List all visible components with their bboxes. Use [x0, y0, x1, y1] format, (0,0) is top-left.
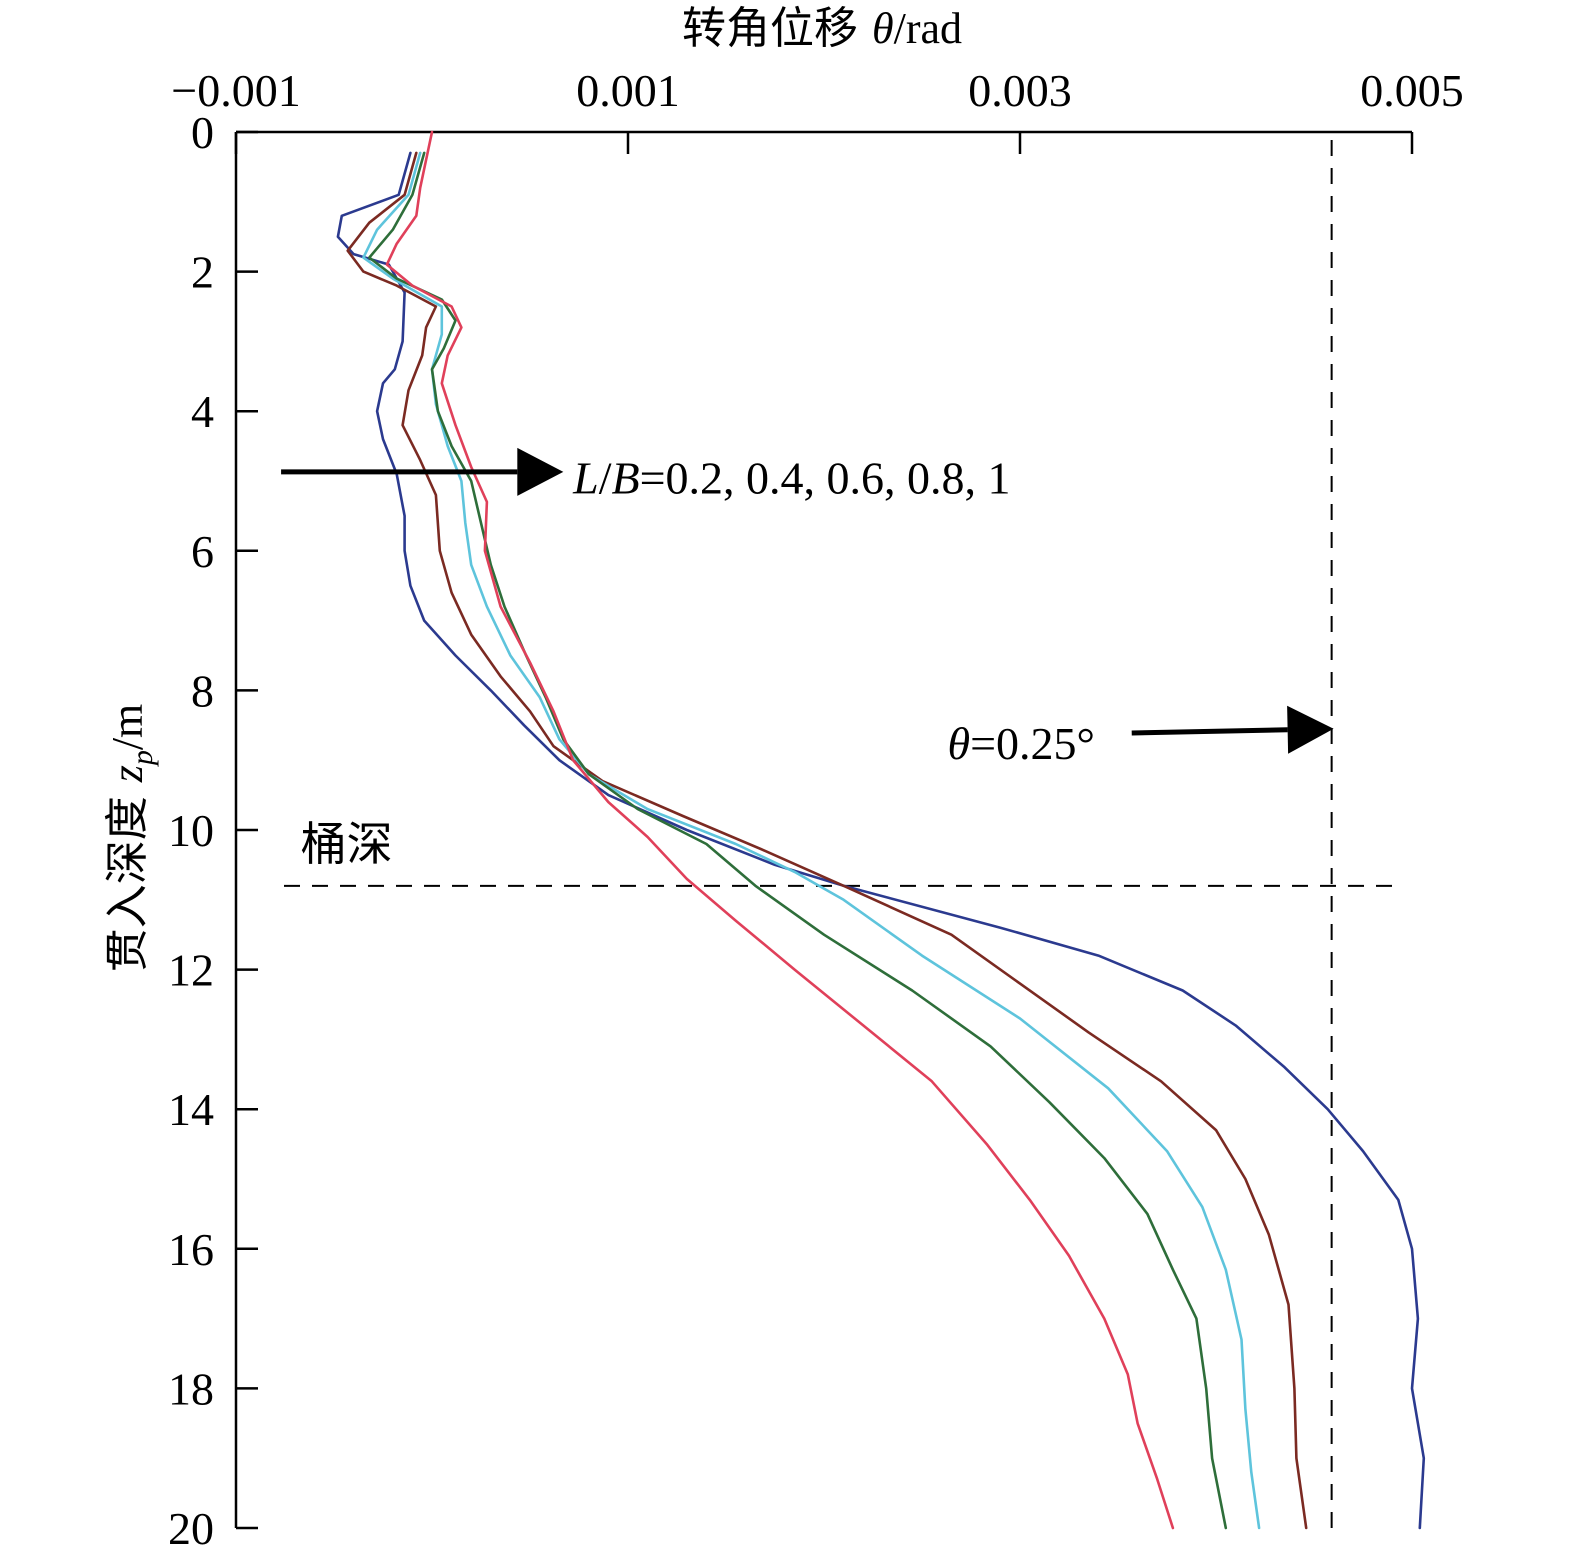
x-axis-title: 转角位移 θ/rad	[682, 3, 962, 54]
y-tick-label: 14	[168, 1084, 214, 1135]
series-line-5	[385, 130, 1175, 1530]
y-axis-title: 贯入深度 zp/m	[102, 704, 159, 973]
x-tick-label: 0.003	[968, 65, 1072, 116]
theta-annotation: θ=0.25°	[947, 705, 1334, 769]
y-tick-label: 4	[191, 386, 214, 437]
y-tick-label: 0	[191, 107, 214, 158]
y-tick-label: 10	[168, 805, 214, 856]
x-tick-label: 0.001	[576, 65, 680, 116]
y-tick-label: 20	[168, 1503, 214, 1554]
x-tick-label: 0.005	[1360, 65, 1464, 116]
y-tick-label: 6	[191, 526, 214, 577]
lb-annotation: L/B=0.2, 0.4, 0.6, 0.8, 1	[281, 447, 1011, 504]
y-tick-label: 18	[168, 1363, 214, 1414]
series-line-2	[346, 151, 1308, 1530]
bucket-depth-label: 桶深	[301, 817, 393, 871]
lb-label: L/B=0.2, 0.4, 0.6, 0.8, 1	[572, 453, 1010, 504]
x-tick-label: −0.001	[171, 65, 300, 116]
axes: −0.001 0.001 0.003 0.005 0 2 4 6 8 10 12 14 16 18 20	[168, 65, 1464, 1554]
y-tick-label: 12	[168, 945, 214, 996]
y-tick-label: 16	[168, 1224, 214, 1275]
theta-arrow-head	[1287, 705, 1334, 754]
series-line-3	[362, 151, 1261, 1530]
series-group	[336, 130, 1426, 1530]
y-tick-label: 2	[191, 247, 214, 298]
theta-label: θ=0.25°	[947, 718, 1094, 769]
series-line-1	[336, 151, 1426, 1530]
theta-arrow	[1131, 705, 1334, 754]
lb-arrow	[281, 447, 564, 496]
theta-arrow-shaft	[1131, 727, 1288, 736]
y-tick-label: 8	[191, 665, 214, 716]
lb-arrow-head	[517, 447, 564, 496]
